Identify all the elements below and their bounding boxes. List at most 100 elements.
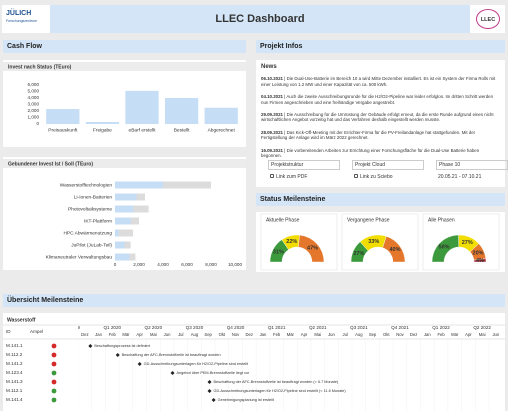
gauge-label: 20% xyxy=(473,251,484,257)
news-text: | Das Kick-Off-Meeting mit der Errichter… xyxy=(261,129,476,141)
gauge-title: Alle Phasen xyxy=(428,217,455,223)
gauge-segment xyxy=(473,258,487,263)
gauge-segment xyxy=(298,234,325,263)
milestone-label: Beschaffung der AFC-Brennstoffzelle ist … xyxy=(214,380,339,384)
gauge-title: Aktuelle Phase xyxy=(266,217,300,223)
section-header: Übersicht Meilensteine xyxy=(3,294,505,307)
bar xyxy=(85,122,120,124)
info-value[interactable]: Link zum PDF xyxy=(276,174,308,180)
gauge-label: 27% xyxy=(462,240,473,246)
y-tick-label: 1,000 xyxy=(28,115,40,120)
gauge-segment xyxy=(382,236,406,263)
header: JÜLICH Forschungszentrum LLEC Dashboard … xyxy=(2,5,505,33)
month-label: Mär xyxy=(122,332,130,337)
quarter-label: Q3 2021 xyxy=(350,325,368,330)
x-tick-label: Abgerechnet xyxy=(208,127,236,133)
month-label: Jun xyxy=(164,332,171,337)
month-label: Jan xyxy=(95,332,102,337)
ampel xyxy=(51,343,57,349)
y-tick-label: 4,000 xyxy=(28,95,40,100)
milestone-label: Beschaffungsprozess ist definiert xyxy=(94,344,151,348)
bar xyxy=(115,241,125,249)
y-tick-label: 0 xyxy=(36,121,39,126)
gauge-label: 22% xyxy=(286,239,297,245)
quarter-label: Q3 2020 xyxy=(186,325,204,330)
month-label: Apr xyxy=(301,332,308,337)
section-header: Cash Flow xyxy=(3,40,246,53)
logo-left: JÜLICH xyxy=(6,10,32,17)
group-title: Wasserstoff xyxy=(7,317,36,323)
month-label: Dez xyxy=(81,332,88,337)
news-text: | Die Ausschreibung für die Umrüstung de… xyxy=(261,112,494,123)
gauge-frame xyxy=(422,213,500,271)
milestone xyxy=(211,398,216,402)
timeline: Dez Jan Feb Mär Apr Mai Jun Jul Aug Sep Okt Nov Dez J… xyxy=(62,325,500,411)
month-label: Nov xyxy=(232,332,240,337)
gauge-label: 27% xyxy=(353,251,364,257)
x-tick-label: Freigabe xyxy=(93,127,112,133)
bar xyxy=(115,181,163,189)
gauge-label: 31% xyxy=(273,250,284,256)
month-label: Jan xyxy=(424,332,431,337)
logo-right: LLEC xyxy=(476,9,500,29)
column-header: ID xyxy=(6,329,11,334)
milestone-label: Genehmigungsplanung ist erstellt xyxy=(218,398,275,402)
quarter-label: Q4 2019 xyxy=(62,325,80,330)
x-tick-label: 2,000 xyxy=(133,262,145,267)
column-header: Ampel xyxy=(30,329,43,334)
news-item: 06.10.2021 | Die Dual-Use-Batterie im Be… xyxy=(261,76,499,87)
y-tick-label: 3,000 xyxy=(28,102,40,107)
x-tick-label: 4,000 xyxy=(157,262,169,267)
news-date: 16.09.2021 xyxy=(261,147,283,153)
info-value[interactable]: Link zu Sciebo xyxy=(360,174,393,180)
y-tick-label: Klimaneutraler Verwaltungsbau xyxy=(46,254,113,260)
month-label: Aug xyxy=(191,332,199,337)
news-date: 28.09.2021 xyxy=(261,129,283,135)
quarter-label: Q1 2021 xyxy=(268,325,286,330)
news-panel: News 06.10.2021 | Die Dual-Use-Batterie … xyxy=(256,60,505,158)
month-label: Jun xyxy=(328,332,335,337)
quarter-label: Q2 2022 xyxy=(473,325,491,330)
milestone-label: Angebot über PEM-Brennstoffzelle liegt v… xyxy=(177,371,250,375)
month-label: Feb xyxy=(437,332,445,337)
news-item: 28.09.2021 | Das Kick-Off-Meeting mit de… xyxy=(261,130,499,141)
quarter-label: Q2 2021 xyxy=(309,325,327,330)
ampel xyxy=(51,361,57,367)
milestone xyxy=(115,353,120,357)
info-label: Projektstruktur xyxy=(268,160,340,170)
quarter-label: Q4 2020 xyxy=(227,325,245,330)
bar xyxy=(115,253,130,261)
month-label: Okt xyxy=(383,332,390,337)
month-label: Apr xyxy=(465,332,472,337)
row-id: M.141.1 xyxy=(6,343,23,348)
news-item: 29.09.2021 | Die Ausschreibung für die U… xyxy=(261,112,499,123)
month-label: Okt xyxy=(219,332,226,337)
info-value: 20.05.21 - 07.10.21 xyxy=(438,174,482,180)
news-item: 16.09.2021 | Die vorbereitenden Arbeiten… xyxy=(261,148,499,158)
month-label: Jan xyxy=(260,332,267,337)
bar xyxy=(115,229,133,237)
y-tick-label: Li-Ionen-Batterien xyxy=(74,194,112,200)
row-id: M.123.4 xyxy=(6,370,23,375)
month-label: Mai xyxy=(479,332,486,337)
month-label: Dez xyxy=(410,332,417,337)
news-item: 04.10.2021 | Auch die zweite Ausschreibu… xyxy=(261,94,499,105)
milestone xyxy=(88,344,93,348)
news-text: | Die Dual-Use-Batterie im Bereich 10 a … xyxy=(261,76,496,87)
quarter-label: Q1 2020 xyxy=(103,325,121,330)
chart-title: Gebundener Invest Ist / Soll (TEuro) xyxy=(8,161,93,167)
month-label: Sep xyxy=(204,332,212,337)
gauge-label: 50% xyxy=(439,245,450,251)
month-label: Mai xyxy=(314,332,321,337)
news-title: News xyxy=(261,64,277,70)
bar xyxy=(115,205,133,213)
milestone xyxy=(137,362,142,366)
ampel xyxy=(51,388,57,394)
title-strip xyxy=(3,159,246,168)
bar xyxy=(115,193,137,201)
x-tick-label: eBarf erstellt xyxy=(129,127,157,133)
month-label: Mai xyxy=(150,332,157,337)
month-label: Dez xyxy=(246,332,253,337)
bar xyxy=(204,107,238,124)
